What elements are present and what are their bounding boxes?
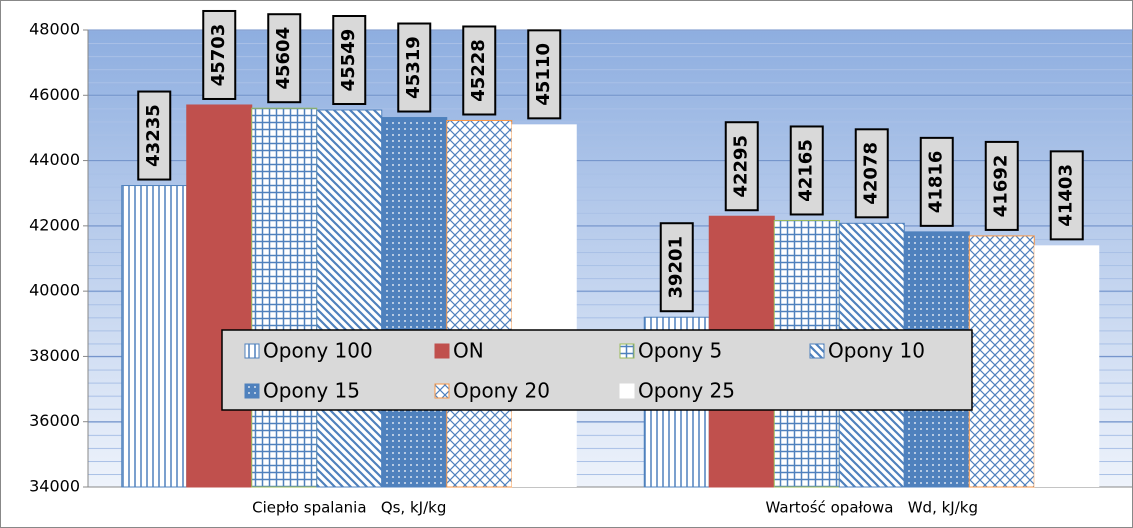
x-tick-label: Ciepło spalania Qs, kJ/kg [252,499,446,517]
y-tick-label: 40000 [29,281,80,300]
data-label-box [724,121,759,212]
bar [446,119,513,488]
legend-swatch [434,343,450,359]
y-tick-label: 44000 [29,150,80,169]
legend-swatch [434,383,450,399]
bar [1034,245,1100,487]
y-tick-label: 48000 [29,20,80,39]
legend-swatch [619,383,635,399]
legend-label: Opony 5 [638,339,722,363]
data-label-box [332,15,367,106]
data-label-box [984,140,1019,231]
data-label-box [462,25,497,116]
legend-label: ON [453,339,484,363]
data-label: 41692 [991,155,1012,218]
data-label: 45703 [208,24,229,87]
bar [381,117,448,488]
data-label: 45228 [468,39,489,102]
data-label: 42295 [731,135,752,198]
legend-label: Opony 25 [638,379,735,403]
legend-label: Opony 10 [828,339,925,363]
data-label: 42078 [861,142,882,205]
x-tick-label: Wartość opałowa Wd, kJ/kg [766,499,978,517]
data-label-box [919,136,954,227]
bar [186,104,253,488]
data-label: 45110 [533,43,554,106]
data-label-box [854,128,889,219]
data-label-box [397,22,432,113]
legend-swatch [809,343,825,359]
data-label-box [659,222,694,313]
bar [251,107,318,488]
y-tick-label: 38000 [29,346,80,365]
y-tick-label: 34000 [29,477,80,496]
data-label-box [267,13,302,104]
data-label: 42165 [796,139,817,202]
y-tick-label: 46000 [29,85,80,104]
data-label-box [1049,150,1084,241]
data-label: 45319 [403,36,424,99]
bar [511,124,577,487]
legend-swatch [244,383,260,399]
data-label-box [527,29,562,120]
data-label: 45604 [273,27,294,90]
data-label: 43235 [143,104,164,167]
bar [121,185,188,488]
data-label-box [202,9,237,100]
bar [316,109,383,488]
legend-label: Opony 100 [263,339,373,363]
data-label: 39201 [666,236,687,299]
legend-label: Opony 20 [453,379,550,403]
legend-swatch [244,343,260,359]
bar [968,235,1035,488]
data-label: 41816 [926,151,947,214]
data-label-box [789,125,824,216]
legend-swatch [619,343,635,359]
y-tick-label: 42000 [29,215,80,234]
legend: Opony 100 ON Opony 5 Opony 10 Opony 15 Opony … [221,329,973,411]
data-label: 45549 [338,29,359,92]
legend-box [221,329,973,411]
y-tick-label: 36000 [29,411,80,430]
legend-label: Opony 15 [263,379,360,403]
data-label: 41403 [1056,164,1077,227]
data-label-box [137,90,172,181]
